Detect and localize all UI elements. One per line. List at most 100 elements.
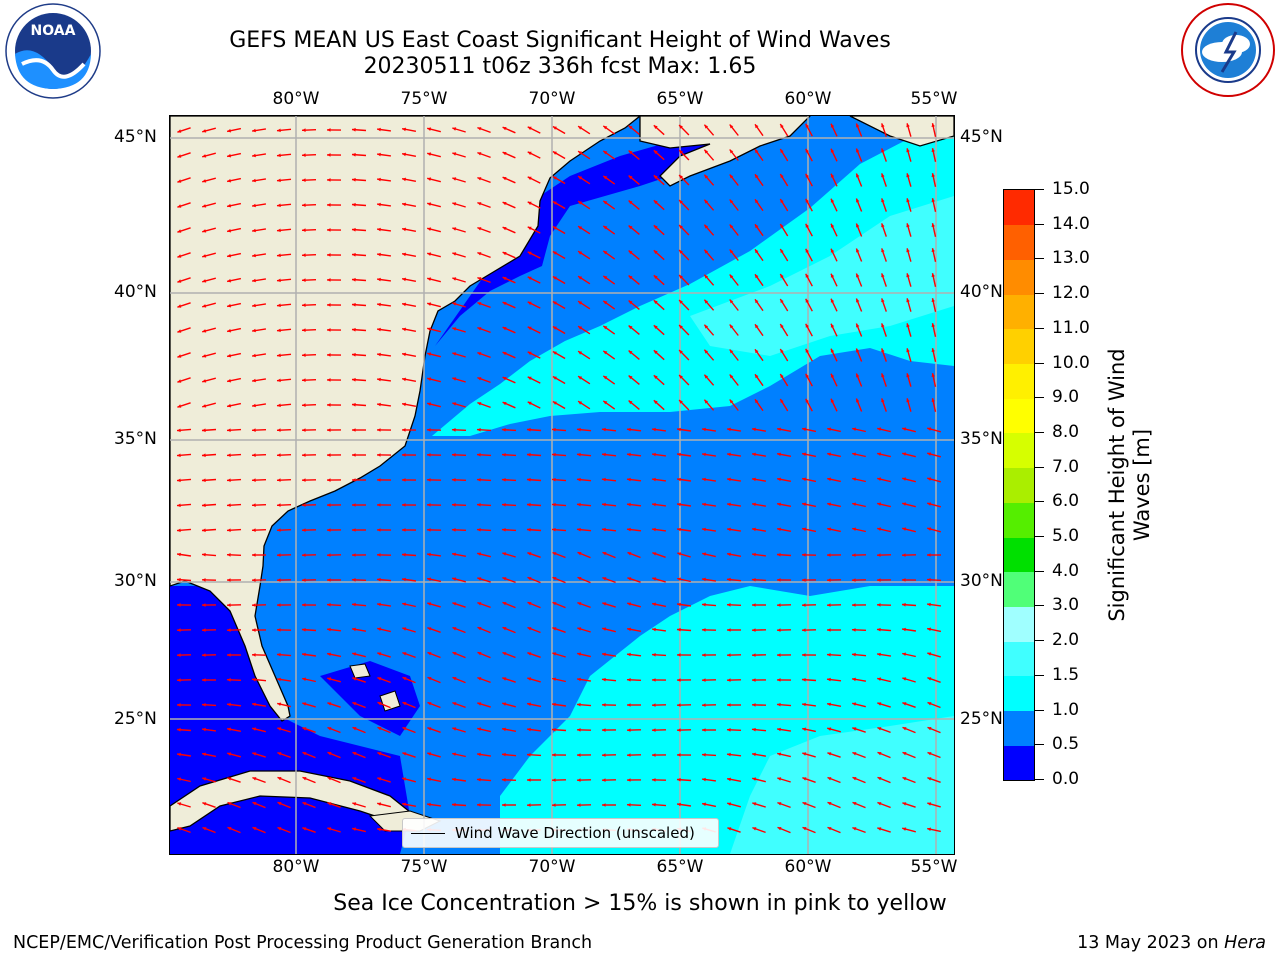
wave-direction-arrowhead (452, 327, 457, 331)
wave-direction-arrowhead (327, 652, 331, 657)
colorbar-tick (1034, 293, 1044, 295)
colorbar-tick-label: 7.0 (1052, 456, 1080, 477)
land-nova-scotia (639, 116, 811, 187)
colorbar-segment (1004, 710, 1034, 746)
wave-direction-arrowhead (627, 552, 632, 556)
wave-direction-arrowhead (830, 223, 835, 228)
wave-direction-arrowhead (502, 428, 506, 432)
lon-label-top: 75°W (400, 89, 448, 109)
wave-direction-arrowhead (628, 200, 633, 205)
wave-direction-arrowhead (902, 652, 906, 656)
wave-direction-arrowhead (652, 477, 656, 482)
wind-wave-arrows (176, 123, 942, 834)
wave-direction-arrowhead (302, 628, 306, 632)
wave-direction-arrowhead (677, 703, 681, 707)
wave-direction-arrowhead (578, 401, 583, 405)
wave-direction-arrowhead (227, 802, 232, 806)
wave-direction-arrowhead (502, 302, 507, 306)
wave-direction-arrowhead (177, 628, 181, 632)
colorbar-tick-label: 15.0 (1052, 179, 1090, 199)
wave-direction-arrowhead (902, 752, 907, 756)
wave-direction-arrowhead (603, 350, 608, 355)
wave-direction-arrowhead (227, 203, 231, 208)
wave-direction-arrowhead (653, 125, 658, 129)
wave-direction-arrowhead (679, 125, 683, 129)
wave-direction-arrowhead (177, 179, 182, 183)
wave-direction-arrowhead (177, 428, 181, 433)
wave-direction-arrowhead (627, 652, 631, 657)
wave-direction-arrowhead (502, 778, 506, 782)
wave-direction-arrowhead (727, 527, 731, 532)
wave-direction-arrowhead (780, 299, 784, 303)
wave-direction-arrowhead (177, 229, 182, 233)
wave-direction-arrowhead (527, 401, 532, 406)
wave-direction-arrowhead (627, 452, 631, 457)
wave-direction-arrowhead (852, 702, 857, 706)
wave-direction-arrowhead (402, 677, 407, 681)
wave-direction-arrowhead (352, 727, 357, 731)
wave-direction-arrowhead (653, 200, 658, 204)
wave-direction-arrowhead (352, 352, 356, 357)
wave-direction-arrowhead (502, 727, 506, 732)
wave-direction-arrowhead (452, 152, 457, 156)
wave-direction-arrowhead (902, 578, 906, 582)
wave-direction-arrowhead (702, 502, 706, 507)
wave-direction-arrowhead (931, 223, 935, 227)
wave-direction-arrowhead (805, 273, 809, 278)
wave-direction-arrowhead (302, 503, 306, 507)
wave-direction-arrowhead (653, 275, 658, 279)
wave-direction-arrowhead (327, 178, 331, 182)
wave-direction-arrowhead (302, 702, 307, 706)
wave-direction-arrowhead (177, 752, 181, 757)
wave-direction-arrowhead (477, 402, 482, 406)
wave-direction-arrowhead (477, 478, 481, 482)
wave-direction-arrowhead (502, 552, 507, 556)
wave-direction-arrowhead (402, 552, 406, 557)
wave-direction-arrowhead (327, 403, 331, 407)
wave-direction-arrowhead (628, 250, 633, 255)
wave-direction-arrowhead (702, 552, 707, 556)
wave-direction-arrowhead (552, 251, 557, 255)
wave-direction-arrowhead (277, 802, 282, 806)
wave-direction-arrowhead (877, 752, 882, 756)
wave-direction-arrowhead (527, 452, 531, 457)
wave-direction-arrowhead (777, 578, 781, 582)
wave-direction-arrowhead (427, 503, 431, 507)
wave-direction-arrowhead (578, 226, 583, 230)
wave-direction-arrowhead (755, 324, 759, 329)
wave-direction-arrowhead (856, 248, 860, 253)
wave-direction-arrowhead (327, 228, 331, 232)
wave-direction-arrowhead (902, 502, 907, 506)
wave-direction-arrowhead (502, 503, 506, 507)
wave-direction-arrowhead (729, 249, 734, 254)
wave-direction-arrowhead (402, 802, 406, 807)
wave-direction-arrowhead (527, 276, 532, 281)
colorbar-segment (1004, 745, 1034, 781)
wave-direction-arrowhead (602, 803, 606, 807)
wave-direction-arrowhead (552, 527, 556, 532)
wave-direction-arrowhead (628, 225, 633, 230)
wave-direction-arrowhead (552, 627, 557, 631)
wave-direction-arrowhead (827, 477, 831, 482)
lon-label-bottom: 75°W (400, 857, 448, 877)
wave-direction-arrowhead (830, 398, 835, 403)
wave-direction-arrowhead (202, 503, 206, 508)
footer-date-text: 13 May 2023 on (1077, 933, 1225, 953)
wave-direction-arrowhead (502, 478, 506, 482)
wave-direction-arrowhead (906, 273, 910, 278)
wave-direction-arrowhead (702, 703, 706, 707)
wave-direction-arrowhead (602, 527, 606, 532)
wave-direction-arrowhead (202, 379, 207, 383)
wave-direction-arrowhead (881, 373, 885, 378)
wave-direction-arrowhead (702, 653, 706, 657)
wave-direction-arrowhead (729, 199, 734, 204)
wave-direction-arrowhead (402, 702, 407, 706)
land-north-america (170, 116, 642, 722)
wave-direction-arrowhead (777, 553, 781, 557)
forecast-subtitle: 20230511 t06z 336h fcst Max: 1.65 (363, 54, 757, 79)
wave-direction-arrowhead (578, 326, 583, 330)
wave-direction-arrowhead (302, 727, 307, 731)
wave-direction-arrowhead (227, 727, 231, 732)
wave-direction-arrowhead (302, 652, 306, 657)
wave-direction-arrowhead (802, 702, 806, 707)
